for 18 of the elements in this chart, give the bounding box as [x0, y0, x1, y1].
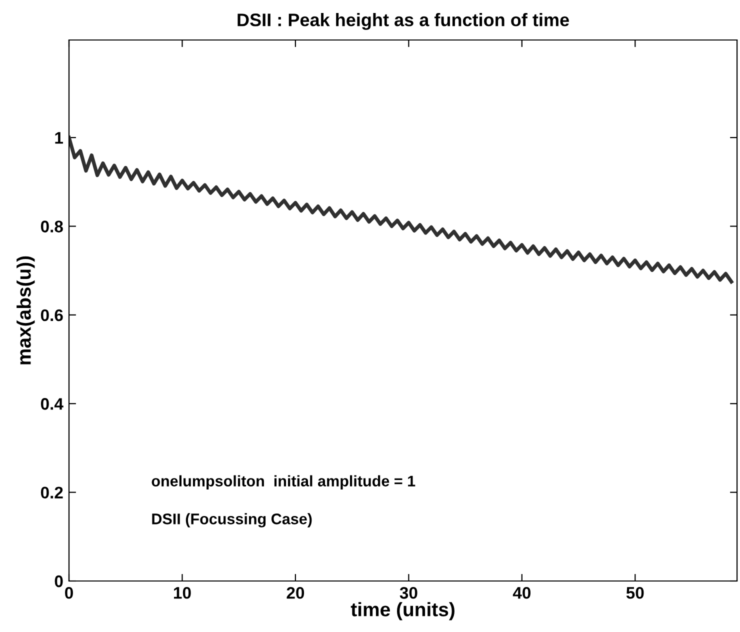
y-tick-label: 0.2: [40, 486, 63, 499]
x-tick-label: 30: [400, 586, 418, 599]
x-axis-title: time (units): [350, 602, 454, 620]
y-tick-label: 1: [55, 132, 63, 144]
y-tick-label: 0.8: [40, 220, 63, 232]
annotation: onelumpsoliton initial amplitude = 1: [152, 475, 416, 490]
x-tick-label: 40: [512, 586, 530, 599]
line-series: [69, 136, 734, 284]
x-tick-label: 50: [626, 586, 644, 599]
chart-title: DSII : Peak height as a function of time: [238, 13, 569, 30]
x-tick-label: 20: [286, 586, 304, 599]
x-tick-label: 0: [65, 586, 73, 599]
y-tick-label: 0.6: [40, 309, 63, 322]
annotation: DSII (Focussing Case): [152, 513, 312, 528]
x-tick-label: 10: [174, 586, 191, 599]
y-tick-label: 0.4: [40, 398, 64, 410]
y-tick-label: 0: [54, 575, 63, 588]
y-axis-title: max(abs(u)): [16, 256, 35, 364]
